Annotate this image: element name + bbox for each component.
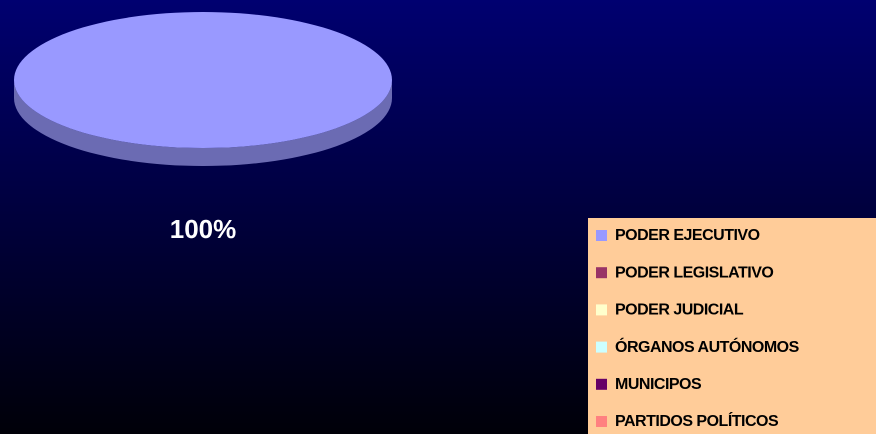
legend-label: PODER LEGISLATIVO xyxy=(615,264,773,281)
legend-swatch xyxy=(596,416,607,427)
pie-slice xyxy=(14,12,392,148)
legend-box xyxy=(588,218,876,434)
legend-label: MUNICIPOS xyxy=(615,376,702,393)
pie-side xyxy=(14,80,392,166)
legend-label: ÓRGANOS AUTÓNOMOS xyxy=(615,337,800,356)
legend-swatch xyxy=(596,304,607,316)
legend-swatch xyxy=(596,230,607,241)
legend-swatch xyxy=(596,341,607,353)
legend-swatch xyxy=(596,267,607,279)
legend-label: PODER JUDICIAL xyxy=(615,302,744,319)
legend-swatch xyxy=(596,378,607,390)
legend-label: PODER EJECUTIVO xyxy=(615,227,760,244)
legend-label: PARTIDOS POLÍTICOS xyxy=(615,411,779,430)
data-label: 100% xyxy=(170,214,237,244)
